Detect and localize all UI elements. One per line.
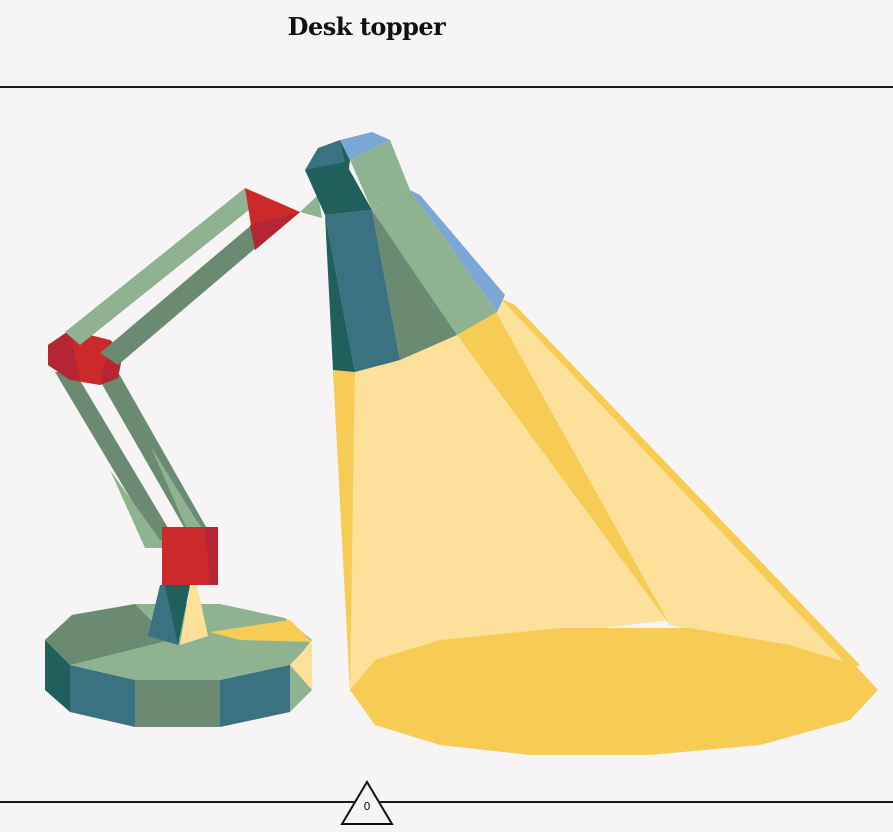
light-pool <box>350 628 878 755</box>
triangle-counter-icon[interactable] <box>340 780 394 826</box>
counter-value: 0 <box>363 800 371 813</box>
base-joint <box>162 527 218 585</box>
footer-divider <box>0 801 893 803</box>
lamp-post <box>148 585 208 645</box>
light-beam <box>333 298 860 692</box>
lamp-base <box>45 604 312 727</box>
upper-arm <box>65 188 265 365</box>
page-title: Desk topper <box>287 12 446 41</box>
header-divider <box>0 86 893 88</box>
lower-arm <box>55 372 218 548</box>
lamp-head <box>300 132 505 372</box>
